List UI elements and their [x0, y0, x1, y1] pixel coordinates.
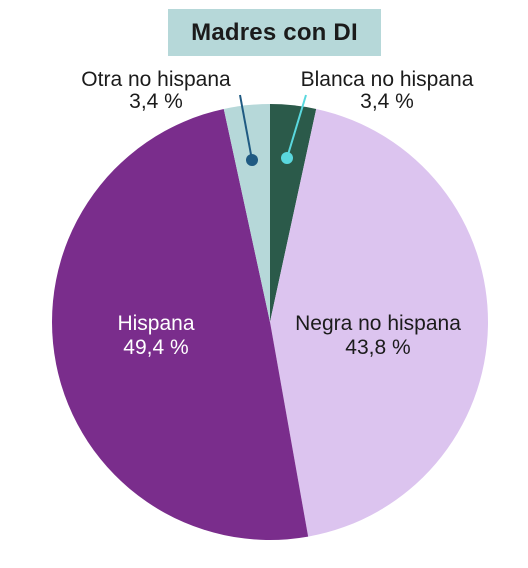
- pie-slice-otra-no-hispana: [223, 104, 270, 322]
- callout-line-blanca-no-hispana: [286, 94, 307, 159]
- pie-slice-negra-no-hispana: [270, 108, 488, 537]
- slice-label-negra-no-hispana: Negra no hispana: [295, 312, 461, 335]
- callout-line-otra-no-hispana: [239, 94, 253, 161]
- callout-dot-blanca-no-hispana: [281, 152, 293, 164]
- pie-slice-hispana: [52, 108, 309, 540]
- chart-title: Madres con DI: [191, 18, 358, 46]
- slice-label-blanca-no-hispana: Blanca no hispana: [301, 68, 474, 91]
- slice-value-hispana: 49,4 %: [123, 336, 188, 359]
- slice-value-otra-no-hispana: 3,4 %: [129, 90, 183, 113]
- slice-label-otra-no-hispana: Otra no hispana: [81, 68, 231, 91]
- slice-value-blanca-no-hispana: 3,4 %: [360, 90, 414, 113]
- chart-title-box: Madres con DI: [168, 9, 381, 56]
- slice-value-negra-no-hispana: 43,8 %: [345, 336, 410, 359]
- pie-slices-group: [52, 104, 488, 540]
- slice-label-hispana: Hispana: [117, 312, 194, 335]
- callouts-group: [239, 94, 307, 166]
- callout-dot-otra-no-hispana: [246, 154, 258, 166]
